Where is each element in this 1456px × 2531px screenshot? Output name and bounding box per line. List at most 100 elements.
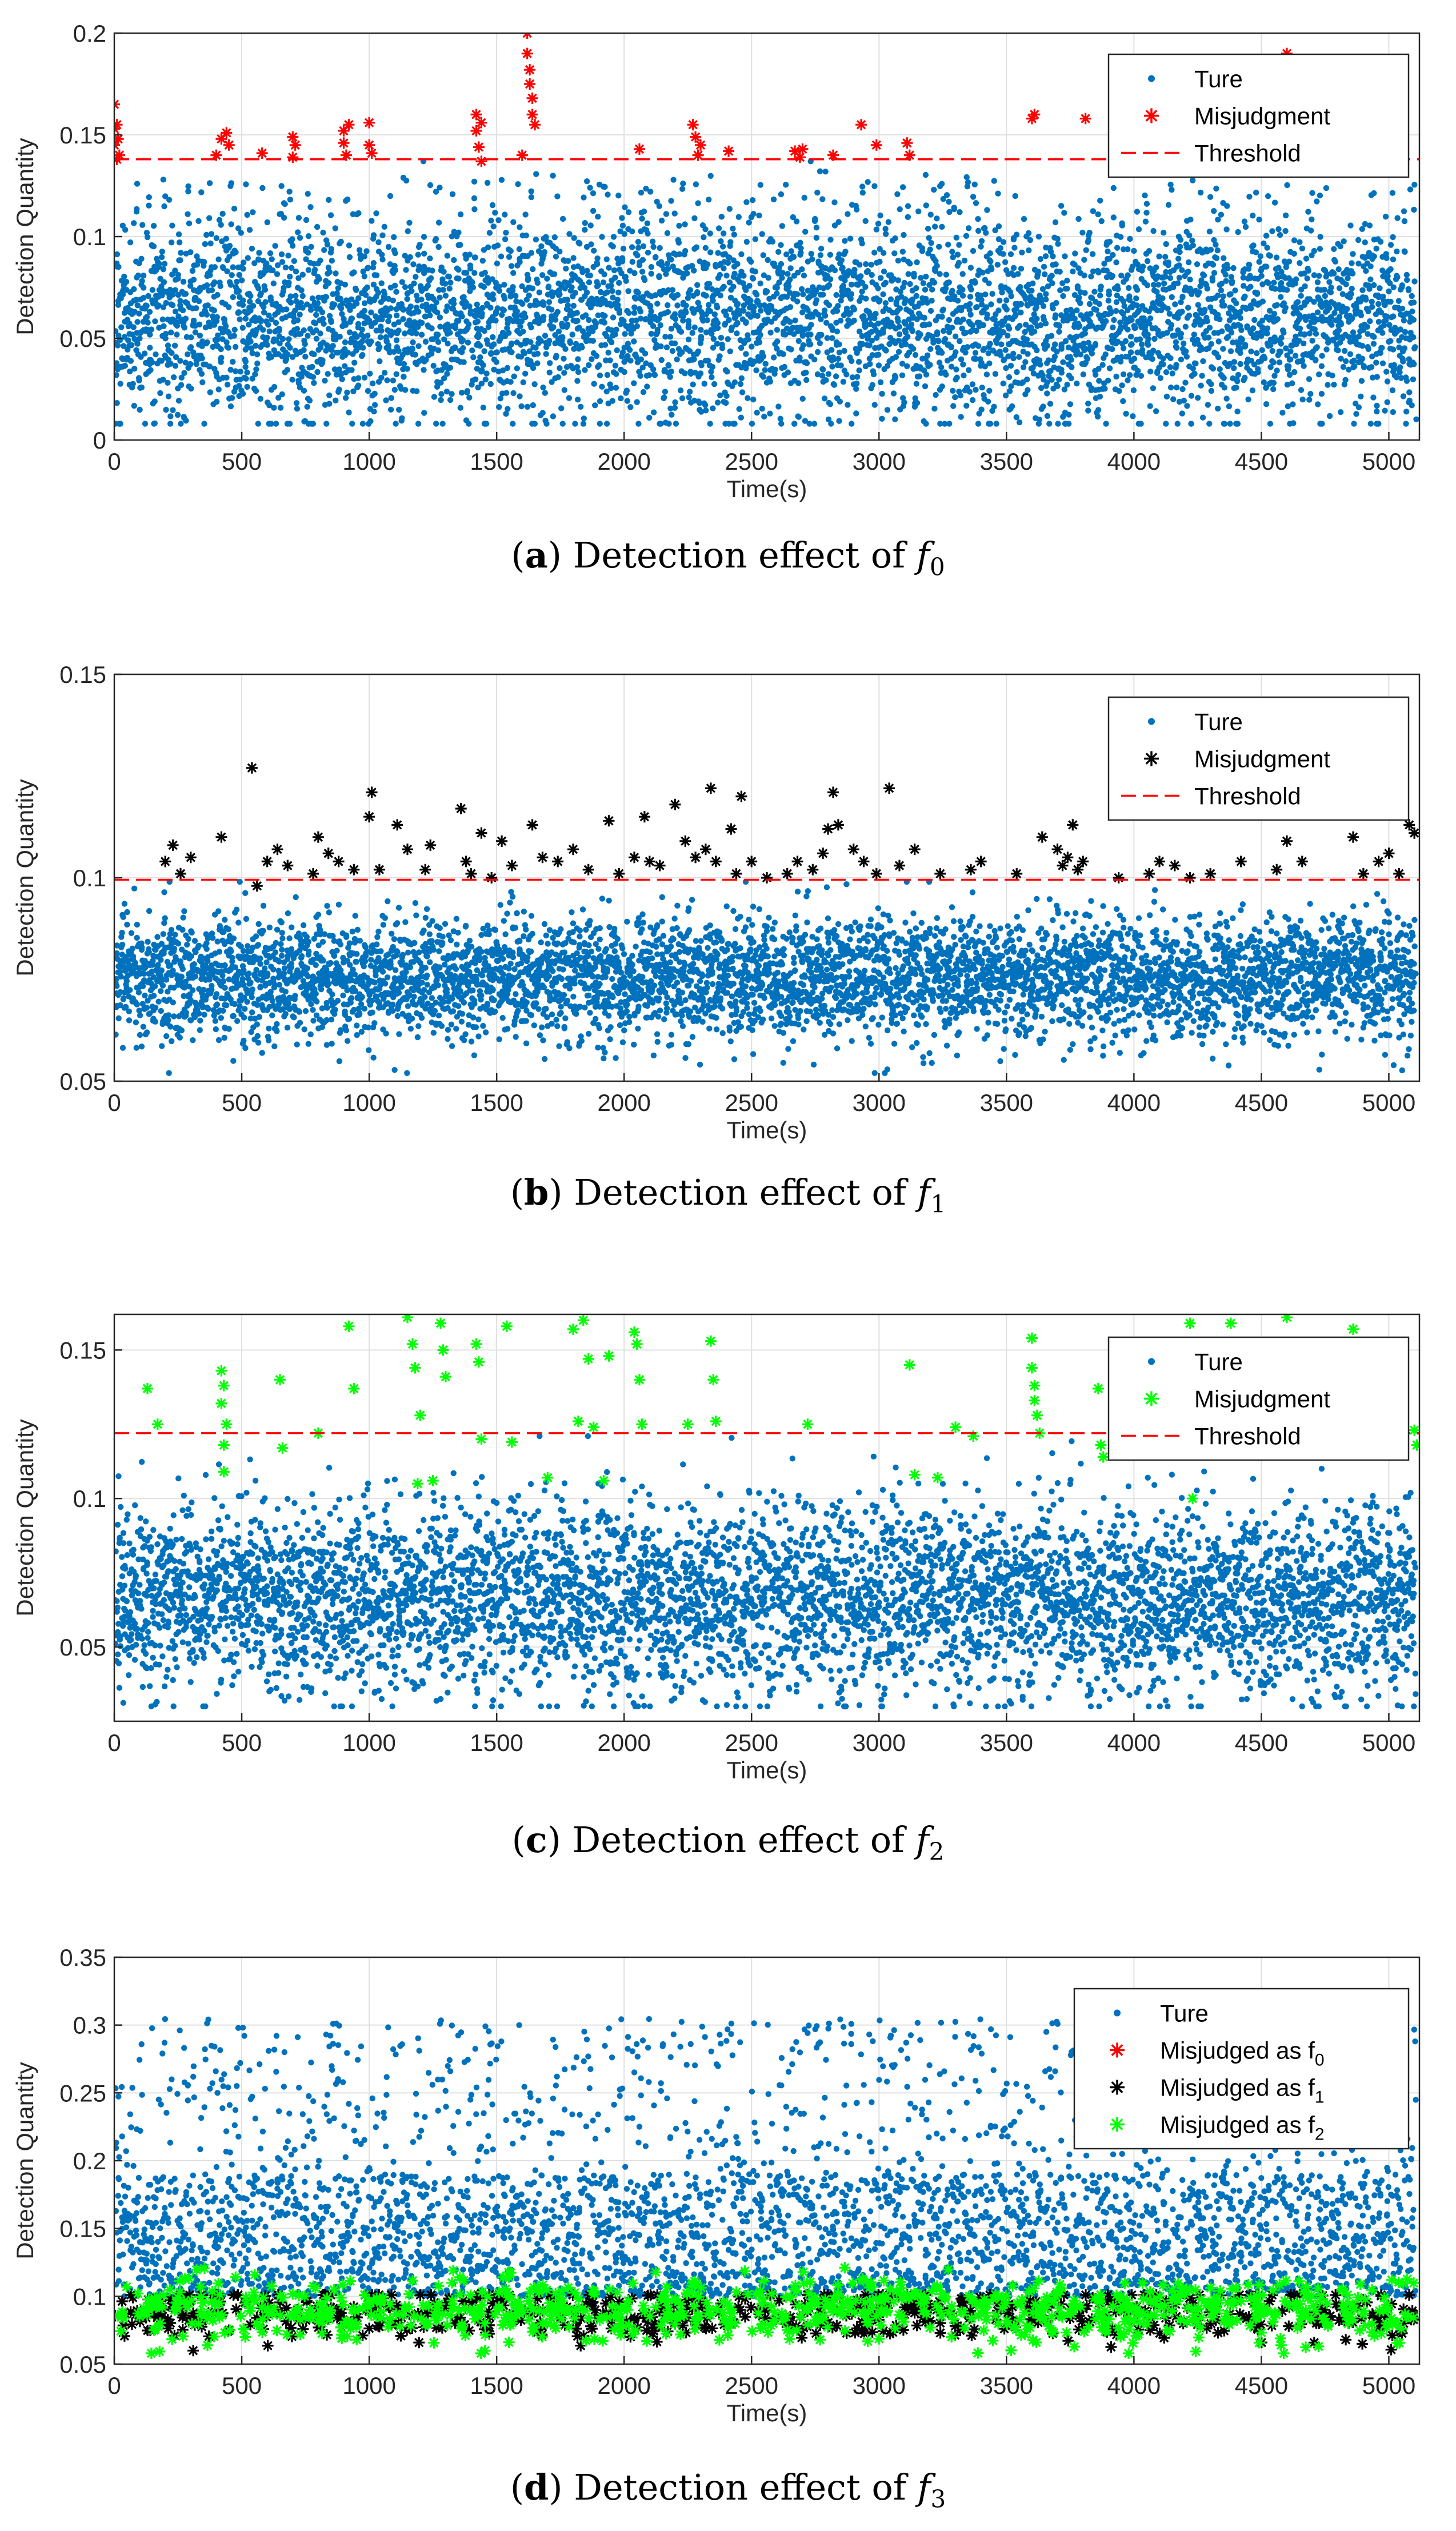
point xyxy=(327,313,333,319)
point xyxy=(1040,286,1046,292)
point xyxy=(774,327,780,333)
point xyxy=(161,177,166,182)
point xyxy=(721,284,727,290)
point xyxy=(346,410,351,415)
point xyxy=(657,203,662,209)
point xyxy=(1129,341,1134,347)
point xyxy=(1371,253,1377,259)
point xyxy=(743,199,749,205)
point xyxy=(1187,217,1193,222)
point xyxy=(520,329,526,334)
point xyxy=(589,356,594,362)
point xyxy=(913,285,919,291)
point xyxy=(625,398,630,403)
point xyxy=(183,315,189,321)
point xyxy=(349,315,355,321)
point xyxy=(1150,385,1156,391)
point xyxy=(791,254,797,259)
point xyxy=(1238,327,1244,333)
point xyxy=(224,269,230,274)
point xyxy=(525,275,531,281)
point xyxy=(1291,251,1297,257)
point xyxy=(243,315,249,321)
point xyxy=(715,320,721,326)
point xyxy=(1314,198,1319,204)
point xyxy=(1113,374,1119,379)
point xyxy=(471,270,477,276)
point xyxy=(333,225,338,231)
point xyxy=(734,320,740,326)
point xyxy=(756,213,762,218)
point xyxy=(1374,403,1379,409)
point xyxy=(854,207,859,213)
point xyxy=(1226,403,1232,409)
point xyxy=(836,219,842,225)
point xyxy=(1082,361,1087,367)
point xyxy=(721,265,726,271)
point xyxy=(1043,291,1049,297)
point xyxy=(1271,311,1277,317)
point xyxy=(842,249,848,254)
point xyxy=(286,280,291,286)
point xyxy=(1253,190,1259,195)
point xyxy=(829,347,834,353)
point xyxy=(298,287,304,293)
point xyxy=(1301,363,1306,369)
point xyxy=(946,199,951,205)
point xyxy=(1356,405,1362,410)
point xyxy=(1355,261,1361,266)
point xyxy=(743,319,749,325)
point xyxy=(300,272,306,278)
point xyxy=(510,421,515,426)
point xyxy=(1068,357,1074,362)
point xyxy=(1114,245,1120,251)
point xyxy=(1025,387,1030,393)
point xyxy=(570,255,576,261)
point xyxy=(1351,363,1357,369)
point xyxy=(447,330,453,335)
point xyxy=(1284,182,1290,188)
point xyxy=(349,367,354,373)
point xyxy=(651,409,657,415)
point xyxy=(1270,348,1275,354)
point xyxy=(551,271,557,277)
point xyxy=(163,407,169,413)
point xyxy=(1298,293,1304,299)
point xyxy=(418,297,424,302)
point xyxy=(1323,185,1329,191)
point xyxy=(1263,233,1269,238)
point xyxy=(831,382,837,387)
point xyxy=(293,269,299,274)
point xyxy=(460,345,466,351)
point xyxy=(753,367,759,373)
point xyxy=(517,323,523,329)
point xyxy=(1242,218,1247,224)
point xyxy=(611,267,617,273)
point xyxy=(253,343,258,349)
point xyxy=(214,235,219,241)
point xyxy=(664,345,670,350)
point xyxy=(1037,293,1042,298)
point xyxy=(177,239,182,245)
point xyxy=(749,343,754,349)
point xyxy=(1030,281,1035,286)
point xyxy=(1081,257,1087,263)
point xyxy=(237,317,243,322)
point xyxy=(488,218,494,223)
point xyxy=(1179,294,1185,299)
point xyxy=(745,395,750,401)
point xyxy=(393,421,398,426)
point xyxy=(365,333,370,338)
point xyxy=(686,325,691,330)
point xyxy=(560,421,566,426)
point xyxy=(1338,409,1343,415)
point xyxy=(264,335,270,341)
point xyxy=(934,263,940,269)
point xyxy=(935,338,941,344)
point xyxy=(476,333,482,338)
point xyxy=(131,220,137,226)
point xyxy=(629,229,635,234)
point xyxy=(173,363,178,369)
point xyxy=(154,256,159,262)
point xyxy=(593,324,598,330)
